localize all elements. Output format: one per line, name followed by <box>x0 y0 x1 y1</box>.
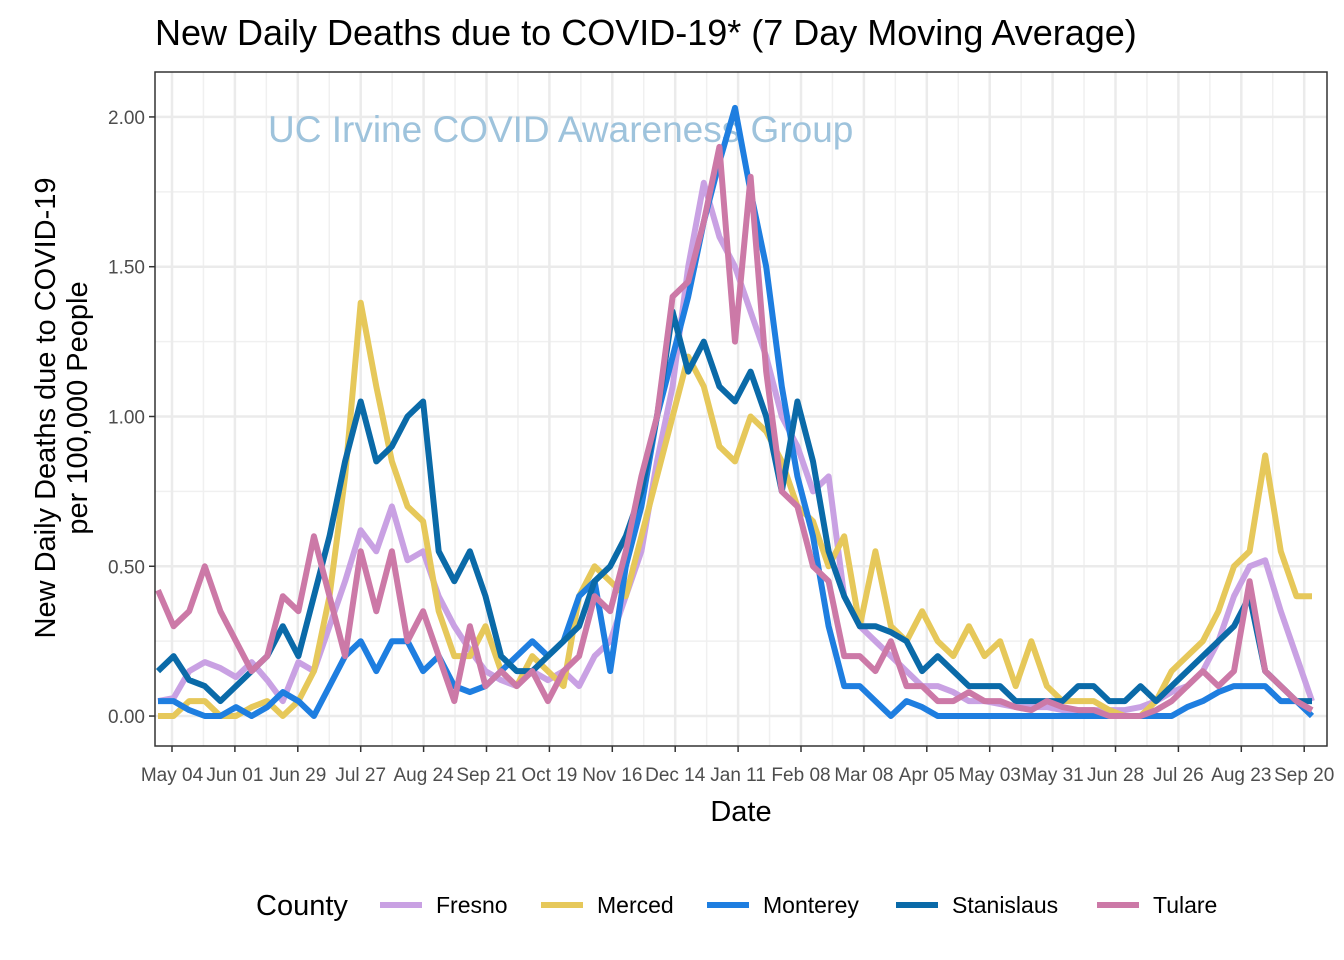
watermark-text: UC Irvine COVID Awareness Group <box>268 109 853 150</box>
legend-item-stanislaus: Stanislaus <box>896 892 1058 918</box>
y-tick-label: 1.00 <box>108 407 145 428</box>
legend-label-stanislaus: Stanislaus <box>952 892 1058 918</box>
x-tick-label: Aug 24 <box>393 765 454 786</box>
x-tick-label: May 31 <box>1021 765 1083 786</box>
x-tick-label: Jan 11 <box>710 765 766 786</box>
x-tick-label: Jun 29 <box>269 765 326 786</box>
legend-label-fresno: Fresno <box>436 892 508 918</box>
x-tick-label: Aug 23 <box>1211 765 1271 786</box>
x-tick-label: May 03 <box>959 765 1021 786</box>
grid-layer <box>155 72 1327 746</box>
x-tick-label: Sep 21 <box>456 765 516 786</box>
series-layer <box>155 104 1315 719</box>
x-tick-label: Jun 28 <box>1087 765 1144 786</box>
series-line-tulare <box>155 143 1314 719</box>
series-line-stanislaus <box>155 308 1312 705</box>
legend-label-tulare: Tulare <box>1153 892 1217 918</box>
legend-item-monterey: Monterey <box>707 892 859 918</box>
x-tick-label: Sep 20 <box>1274 765 1334 786</box>
x-tick-label: Jul 27 <box>335 765 386 786</box>
y-axis-title-line-2: per 100,000 People <box>62 281 94 534</box>
x-tick-label: Jul 26 <box>1153 765 1204 786</box>
x-tick-label: Apr 05 <box>899 765 955 786</box>
y-tick-label: 0.00 <box>108 707 145 728</box>
y-tick-label: 0.50 <box>108 557 145 578</box>
x-tick-label: Oct 19 <box>521 765 577 786</box>
legend-label-monterey: Monterey <box>763 892 859 918</box>
legend-item-tulare: Tulare <box>1097 892 1217 918</box>
y-axis-title: New Daily Deaths due to COVID-19 per 100… <box>30 178 94 639</box>
y-tick-label: 1.50 <box>108 258 145 279</box>
y-axis-title-line-1: New Daily Deaths due to COVID-19 <box>30 178 62 639</box>
x-tick-label: May 04 <box>141 765 204 786</box>
series-line-fresno <box>157 179 1315 714</box>
plot-panel-border <box>154 71 1328 747</box>
plot-panel <box>155 72 1327 746</box>
x-tick-label: Jun 01 <box>206 765 263 786</box>
x-tick-label: Feb 08 <box>771 765 830 786</box>
x-tick-label: Mar 08 <box>834 765 893 786</box>
x-tick-label: Nov 16 <box>582 765 642 786</box>
chart-title: New Daily Deaths due to COVID-19* (7 Day… <box>155 12 1137 53</box>
legend-item-merced: Merced <box>541 892 674 918</box>
legend: County Fresno Merced Monterey Stanislaus Tul… <box>256 890 1217 922</box>
x-axis-title: Date <box>710 796 771 828</box>
legend-item-fresno: Fresno <box>380 892 508 918</box>
y-tick-label: 2.00 <box>108 108 145 129</box>
legend-title: County <box>256 890 348 922</box>
axis-layer: 0.00 0.50 1.00 1.50 2.00 May 04 Jun 01 Jun 29 Ju… <box>108 108 1334 786</box>
x-tick-label: Dec 14 <box>645 765 706 786</box>
legend-label-merced: Merced <box>597 892 674 918</box>
